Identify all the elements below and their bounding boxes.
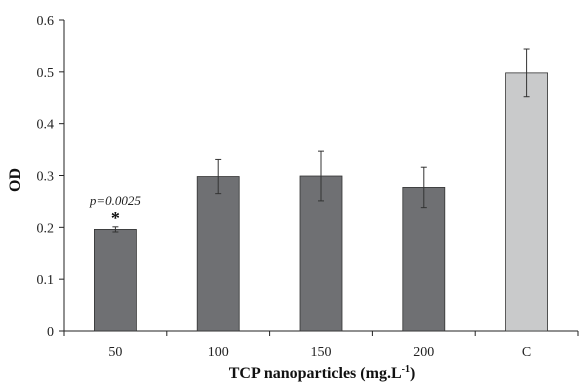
- significance-marker: *: [111, 208, 120, 228]
- x-axis-title-superscript: -1: [402, 364, 410, 375]
- bar-50: [94, 229, 137, 332]
- x-tick-label: 200: [413, 345, 434, 360]
- plot-area: 0 0.1 0.2 0.3 0.4 0.5 0.6 50 100 150 200 C *p=0.0025: [37, 14, 579, 360]
- y-tick-label: 0.2: [37, 221, 55, 236]
- y-tick-label: 0.5: [37, 66, 55, 81]
- x-tick-label: 50: [108, 345, 122, 360]
- y-tick-label: 0.4: [37, 118, 55, 133]
- x-tick-label: 150: [311, 345, 332, 360]
- x-tick-label: C: [522, 345, 531, 360]
- y-tick-label: 0: [47, 325, 54, 340]
- bar-C: [505, 72, 549, 332]
- x-axis-title-end: ): [410, 365, 415, 382]
- y-tick-label: 0.6: [37, 14, 55, 29]
- y-tick-label: 0.3: [37, 170, 55, 185]
- y-axis-title: OD: [7, 168, 24, 192]
- bar-100: [196, 176, 240, 332]
- bar-200: [402, 187, 446, 332]
- p-value-annotation: p=0.0025: [89, 193, 142, 208]
- x-axis-title-main: TCP nanoparticles (mg.L: [229, 365, 402, 382]
- bar-150: [299, 175, 343, 332]
- x-axis-title: TCP nanoparticles (mg.L-1): [229, 364, 416, 382]
- x-tick-label: 100: [208, 345, 229, 360]
- y-tick-label: 0.1: [37, 273, 55, 288]
